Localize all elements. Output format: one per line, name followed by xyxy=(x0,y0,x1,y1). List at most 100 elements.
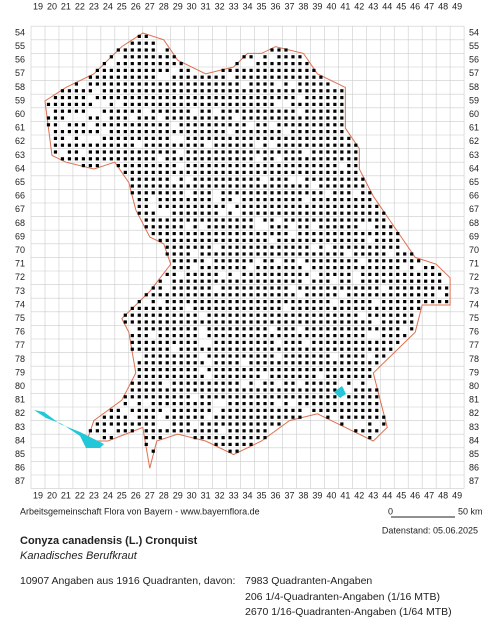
occurrence-dot xyxy=(214,300,218,304)
occurrence-dot xyxy=(228,442,232,446)
occurrence-dot xyxy=(249,306,253,310)
occurrence-dot xyxy=(256,204,260,208)
occurrence-dot xyxy=(242,286,246,290)
occurrence-dot xyxy=(235,293,239,297)
occurrence-dot xyxy=(403,259,407,263)
occurrence-dot xyxy=(165,232,169,236)
occurrence-dot xyxy=(249,82,253,86)
column-label: 47 xyxy=(424,1,434,11)
occurrence-dot xyxy=(144,354,148,358)
occurrence-dot xyxy=(312,136,316,140)
occurrence-dot xyxy=(214,388,218,392)
row-label: 62 xyxy=(15,136,25,146)
occurrence-dot xyxy=(291,374,295,378)
column-label: 42 xyxy=(354,1,364,11)
row-label: 55 xyxy=(469,41,479,51)
occurrence-dot xyxy=(256,177,260,181)
occurrence-dot xyxy=(221,266,225,270)
occurrence-dot xyxy=(235,164,239,168)
column-label: 41 xyxy=(340,490,350,500)
row-label: 78 xyxy=(469,354,479,364)
occurrence-dot xyxy=(158,198,162,202)
occurrence-dot xyxy=(312,109,316,113)
occurrence-dot xyxy=(347,170,351,174)
occurrence-dot xyxy=(158,313,162,317)
occurrence-dot xyxy=(214,184,218,188)
occurrence-dot xyxy=(109,436,113,440)
occurrence-dot xyxy=(249,198,253,202)
occurrence-dot xyxy=(270,252,274,256)
occurrence-dot xyxy=(375,415,379,419)
occurrence-dot xyxy=(214,361,218,365)
occurrence-dot xyxy=(165,327,169,331)
occurrence-dot xyxy=(284,75,288,79)
occurrence-dot xyxy=(389,259,393,263)
occurrence-dot xyxy=(116,164,120,168)
occurrence-dot xyxy=(137,422,141,426)
occurrence-dot xyxy=(179,130,183,134)
occurrence-dot xyxy=(256,170,260,174)
occurrence-dot xyxy=(235,347,239,351)
row-label: 82 xyxy=(469,408,479,418)
occurrence-dot xyxy=(179,347,183,351)
occurrence-dot xyxy=(249,408,253,412)
occurrence-dot xyxy=(207,306,211,310)
occurrence-dot xyxy=(347,340,351,344)
occurrence-dot xyxy=(109,75,113,79)
occurrence-dot xyxy=(172,361,176,365)
occurrence-dot xyxy=(284,245,288,249)
occurrence-dot xyxy=(326,170,330,174)
occurrence-dot xyxy=(333,150,337,154)
occurrence-dot xyxy=(214,272,218,276)
occurrence-dot xyxy=(207,238,211,242)
occurrence-dot xyxy=(221,286,225,290)
occurrence-dot xyxy=(151,96,155,100)
occurrence-dot xyxy=(172,279,176,283)
occurrence-dot xyxy=(242,327,246,331)
occurrence-dot xyxy=(368,300,372,304)
occurrence-dot xyxy=(74,82,79,86)
occurrence-dot xyxy=(53,109,58,113)
occurrence-dot xyxy=(298,170,302,174)
occurrence-dot xyxy=(221,89,225,93)
occurrence-dot xyxy=(333,361,337,365)
occurrence-dot xyxy=(207,116,211,120)
occurrence-dot xyxy=(291,313,295,317)
occurrence-dot xyxy=(361,334,365,338)
occurrence-dot xyxy=(130,96,134,100)
occurrence-dot xyxy=(214,293,218,297)
occurrence-dot xyxy=(235,334,239,338)
occurrence-dot xyxy=(144,204,148,208)
occurrence-dot xyxy=(305,374,309,378)
occurrence-dot xyxy=(207,123,211,127)
occurrence-dot xyxy=(193,327,197,331)
occurrence-dot xyxy=(165,334,169,338)
occurrence-dot xyxy=(256,109,260,113)
occurrence-dot xyxy=(340,408,344,412)
occurrence-dot xyxy=(284,354,288,358)
occurrence-dot xyxy=(284,259,288,263)
occurrence-dot xyxy=(242,415,246,419)
column-label: 26 xyxy=(131,1,141,11)
occurrence-dot xyxy=(305,313,309,317)
occurrence-dot xyxy=(228,170,232,174)
occurrence-dot xyxy=(46,123,51,127)
occurrence-dot xyxy=(165,68,169,72)
occurrence-dot xyxy=(396,320,400,324)
occurrence-dot xyxy=(438,279,442,283)
occurrence-dot xyxy=(151,313,155,317)
row-label: 58 xyxy=(469,82,479,92)
occurrence-dot xyxy=(179,293,183,297)
occurrence-dot xyxy=(361,388,365,392)
occurrence-dot xyxy=(242,130,246,134)
occurrence-dot xyxy=(326,109,330,113)
occurrence-dot xyxy=(186,279,190,283)
occurrence-dot xyxy=(249,238,253,242)
occurrence-dot xyxy=(298,204,302,208)
occurrence-dot xyxy=(319,361,323,365)
occurrence-dot xyxy=(256,320,260,324)
occurrence-dot xyxy=(354,143,358,147)
occurrence-dot xyxy=(284,313,288,317)
occurrence-dot xyxy=(312,381,316,385)
occurrence-dot xyxy=(109,136,113,140)
